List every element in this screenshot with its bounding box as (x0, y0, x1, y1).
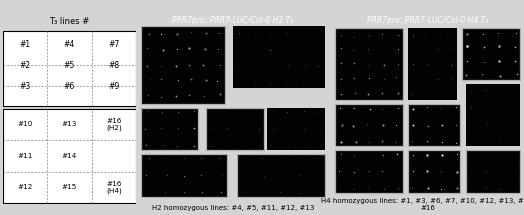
Bar (335, 150, 402, 193)
Bar (141, 108, 199, 150)
Bar (206, 108, 264, 150)
Bar (335, 28, 402, 100)
Bar (335, 150, 402, 193)
Text: PRR7pro::PRR7-LUC/Col-0 H2 T₃: PRR7pro::PRR7-LUC/Col-0 H2 T₃ (172, 15, 293, 25)
Bar (466, 84, 520, 146)
Text: #11: #11 (17, 153, 32, 159)
Bar (408, 104, 461, 146)
Bar (466, 150, 520, 193)
Text: #2: #2 (19, 61, 30, 70)
Bar (141, 108, 199, 150)
Bar (141, 154, 227, 197)
Bar (335, 28, 402, 100)
Bar (462, 28, 520, 80)
Bar (335, 104, 402, 146)
Text: #13: #13 (62, 121, 77, 127)
Bar (206, 108, 264, 150)
Text: #1: #1 (19, 40, 30, 49)
Text: #5: #5 (64, 61, 75, 70)
Bar (3, 109, 136, 203)
Bar (408, 104, 461, 146)
Text: T₃ lines #: T₃ lines # (49, 17, 90, 26)
Bar (335, 104, 402, 146)
Text: #16
(H4): #16 (H4) (106, 181, 122, 194)
Bar (141, 154, 227, 197)
Text: #10: #10 (17, 121, 32, 127)
Text: #16
(H2): #16 (H2) (106, 118, 122, 131)
Text: #8: #8 (108, 61, 119, 70)
Bar (267, 108, 325, 150)
Text: H4 homozygous lines: #1, #3, #6, #7, #10, #12, #13, #15,
#16: H4 homozygous lines: #1, #3, #6, #7, #10… (321, 198, 524, 211)
Bar (408, 150, 461, 193)
Text: PRR7pro::PRR7-LUC/Col-0 H4 T₃: PRR7pro::PRR7-LUC/Col-0 H4 T₃ (367, 15, 488, 25)
Bar (141, 26, 225, 104)
Text: #9: #9 (108, 82, 119, 91)
Bar (141, 26, 225, 104)
Bar (237, 154, 325, 197)
Bar (466, 150, 520, 193)
Text: #14: #14 (62, 153, 77, 159)
Text: #7: #7 (108, 40, 119, 49)
Bar (237, 154, 325, 197)
Text: #12: #12 (17, 184, 32, 190)
Bar (408, 28, 456, 100)
Text: H2 homozygous lines: #4, #5, #11, #12, #13: H2 homozygous lines: #4, #5, #11, #12, #… (152, 205, 314, 211)
Text: #4: #4 (64, 40, 75, 49)
Text: #15: #15 (62, 184, 77, 190)
Text: #3: #3 (19, 82, 30, 91)
Bar (408, 150, 461, 193)
Bar (462, 28, 520, 80)
Bar (3, 31, 136, 106)
Bar (233, 26, 325, 88)
Text: #6: #6 (64, 82, 75, 91)
